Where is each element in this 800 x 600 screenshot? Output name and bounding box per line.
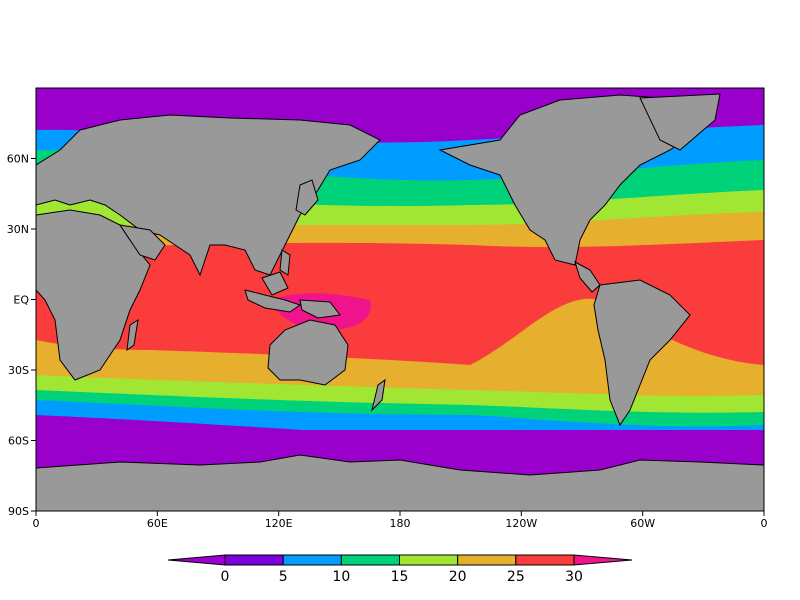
arabia <box>118 224 166 261</box>
colorbar-label: 15 <box>391 569 409 585</box>
map-plot-area <box>36 88 764 511</box>
japan <box>295 179 319 216</box>
colorbar-band <box>282 554 342 566</box>
colorbar-label: 5 <box>279 569 288 585</box>
x-tick-label: 0 <box>33 517 40 530</box>
colorbar-band <box>399 554 459 566</box>
greenland <box>639 93 721 151</box>
x-tick-label: 120E <box>265 517 293 530</box>
y-tick-label: 30S <box>8 364 29 377</box>
colorbar: 0 5 10 15 20 25 30 <box>167 554 633 585</box>
new-guinea <box>299 299 341 319</box>
colorbar-band <box>340 554 401 566</box>
x-tick-label: 180 <box>390 517 411 530</box>
philippines <box>279 249 291 276</box>
south-america <box>593 279 691 427</box>
colorbar-label: 30 <box>565 569 583 585</box>
colorbar-band <box>224 554 284 566</box>
eurasia <box>36 114 381 277</box>
colorbar-label: 20 <box>449 569 467 585</box>
x-axis: 0 60E 120E 180 120W 60W 0 <box>33 511 768 530</box>
colorbar-below-arrow <box>167 554 226 566</box>
australia <box>267 319 349 386</box>
x-tick-label: 60W <box>630 517 655 530</box>
y-tick-label: 60N <box>7 153 29 166</box>
north-america <box>438 94 701 266</box>
y-tick-label: EQ <box>13 294 29 307</box>
antarctica <box>36 454 764 511</box>
y-tick-label: 90S <box>8 505 29 518</box>
colorbar-label: 25 <box>507 569 525 585</box>
y-tick-label: 30N <box>7 223 29 236</box>
madagascar <box>126 318 139 352</box>
central-america <box>574 260 601 293</box>
indonesia <box>244 289 302 313</box>
y-axis: 60N 30N EQ 30S 60S 90S <box>7 153 36 518</box>
x-tick-label: 60E <box>147 517 168 530</box>
y-tick-label: 60S <box>8 435 29 448</box>
colorbar-band <box>457 554 517 566</box>
colorbar-label: 10 <box>332 569 350 585</box>
borneo <box>261 271 289 296</box>
africa <box>36 209 151 381</box>
colorbar-band <box>515 554 575 566</box>
x-tick-label: 120W <box>505 517 537 530</box>
x-tick-label: 0 <box>761 517 768 530</box>
colorbar-above-arrow <box>573 554 633 566</box>
colorbar-label: 0 <box>221 569 230 585</box>
new-zealand <box>371 378 386 412</box>
land-masses <box>36 93 764 511</box>
